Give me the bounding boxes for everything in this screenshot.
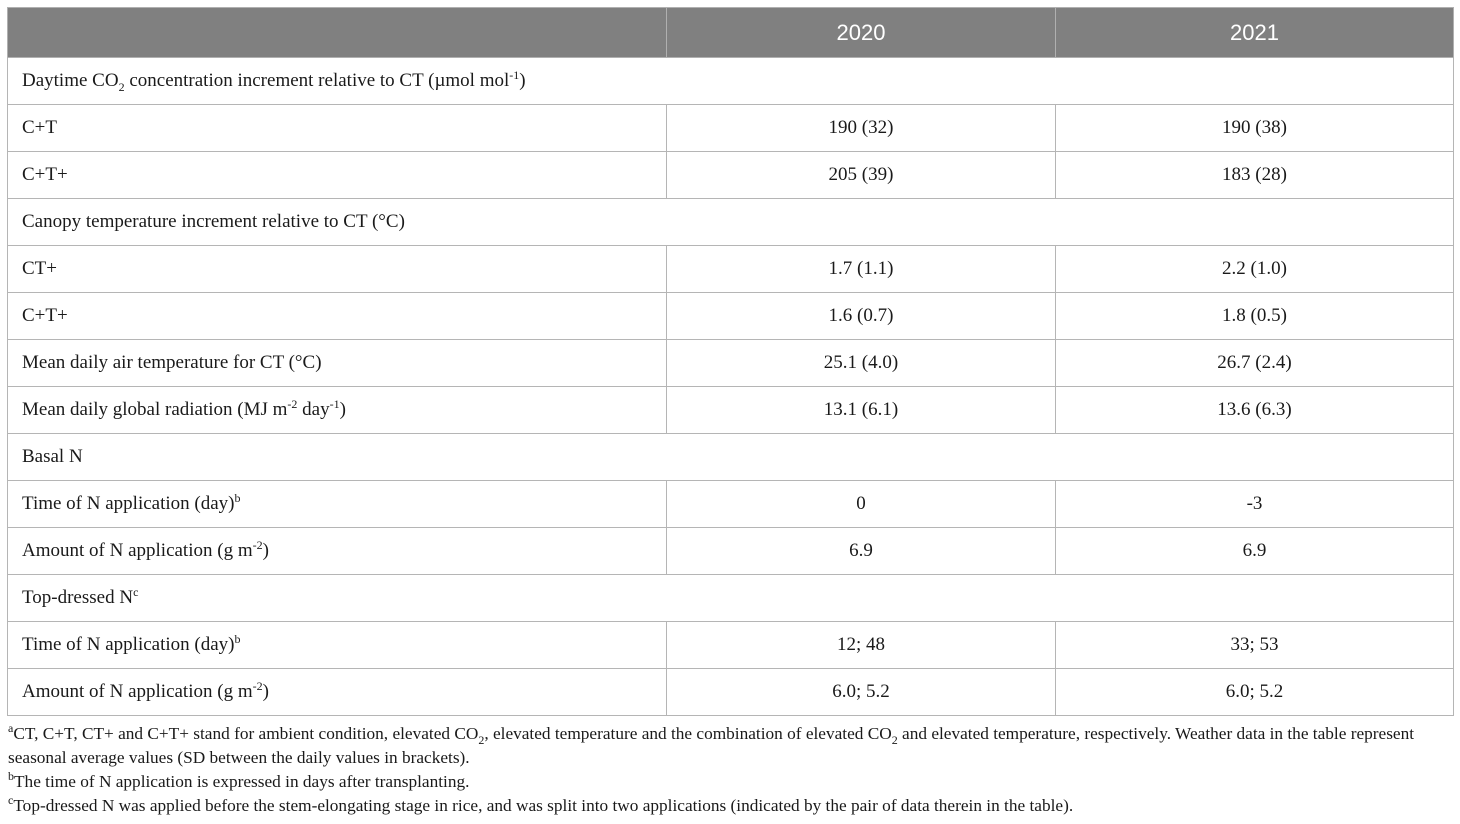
value-2020: 1.7 (1.1) <box>666 245 1056 293</box>
header-label-cell <box>7 7 667 58</box>
section-heading-top-dressed-n: Top-dressed Nc <box>7 574 1454 622</box>
value-2021: 183 (28) <box>1055 151 1454 199</box>
value-2021: 13.6 (6.3) <box>1055 386 1454 434</box>
footnote-b: bThe time of N application is expressed … <box>8 769 470 791</box>
table-row: Time of N application (day)b 0 -3 <box>7 480 1454 528</box>
value-2020: 190 (32) <box>666 104 1056 152</box>
header-year-2021: 2021 <box>1055 7 1454 58</box>
value-2021: 1.8 (0.5) <box>1055 292 1454 340</box>
section-heading-temperature: Canopy temperature increment relative to… <box>7 198 1454 246</box>
data-table-container: 2020 2021 Daytime CO2 concentration incr… <box>7 7 1454 716</box>
header-row: 2020 2021 <box>7 7 1454 58</box>
value-2021: 26.7 (2.4) <box>1055 339 1454 387</box>
table-row: CT+ 1.7 (1.1) 2.2 (1.0) <box>7 245 1454 293</box>
value-2021: -3 <box>1055 480 1454 528</box>
value-2021: 6.0; 5.2 <box>1055 668 1454 716</box>
row-label: CT+ <box>7 245 667 293</box>
header-year-2020: 2020 <box>666 7 1056 58</box>
table-row: C+T 190 (32) 190 (38) <box>7 104 1454 152</box>
row-label: Mean daily air temperature for CT (°C) <box>7 339 667 387</box>
row-label: Time of N application (day)b <box>7 621 667 669</box>
value-2020: 12; 48 <box>666 621 1056 669</box>
data-table: 2020 2021 Daytime CO2 concentration incr… <box>7 7 1454 716</box>
footnote-c: cTop-dressed N was applied before the st… <box>8 793 1074 815</box>
table-row: Mean daily global radiation (MJ m-2 day-… <box>7 386 1454 434</box>
section-heading-basal-n: Basal N <box>7 433 1454 481</box>
row-label: Amount of N application (g m-2) <box>7 527 667 575</box>
value-2021: 6.9 <box>1055 527 1454 575</box>
table-footnotes: aCT, C+T, CT+ and C+T+ stand for ambient… <box>8 722 1456 818</box>
value-2020: 6.0; 5.2 <box>666 668 1056 716</box>
row-label: Time of N application (day)b <box>7 480 667 528</box>
section-row-basal-n: Basal N <box>7 433 1454 481</box>
section-row-temperature: Canopy temperature increment relative to… <box>7 198 1454 246</box>
value-2020: 25.1 (4.0) <box>666 339 1056 387</box>
row-label: Amount of N application (g m-2) <box>7 668 667 716</box>
value-2020: 13.1 (6.1) <box>666 386 1056 434</box>
value-2021: 190 (38) <box>1055 104 1454 152</box>
value-2021: 33; 53 <box>1055 621 1454 669</box>
section-row-top-dressed-n: Top-dressed Nc <box>7 574 1454 622</box>
value-2020: 1.6 (0.7) <box>666 292 1056 340</box>
table-row: Amount of N application (g m-2) 6.0; 5.2… <box>7 668 1454 716</box>
row-label: C+T <box>7 104 667 152</box>
table-row: Mean daily air temperature for CT (°C) 2… <box>7 339 1454 387</box>
table-row: Time of N application (day)b 12; 48 33; … <box>7 621 1454 669</box>
section-row-co2: Daytime CO2 concentration increment rela… <box>7 57 1454 105</box>
value-2020: 0 <box>666 480 1056 528</box>
row-label: C+T+ <box>7 151 667 199</box>
table-row: C+T+ 205 (39) 183 (28) <box>7 151 1454 199</box>
section-heading-co2: Daytime CO2 concentration increment rela… <box>7 57 1454 105</box>
row-label: Mean daily global radiation (MJ m-2 day-… <box>7 386 667 434</box>
value-2020: 205 (39) <box>666 151 1056 199</box>
row-label: C+T+ <box>7 292 667 340</box>
footnote-a: aCT, C+T, CT+ and C+T+ stand for ambient… <box>8 721 1415 767</box>
table-row: Amount of N application (g m-2) 6.9 6.9 <box>7 527 1454 575</box>
value-2020: 6.9 <box>666 527 1056 575</box>
value-2021: 2.2 (1.0) <box>1055 245 1454 293</box>
table-row: C+T+ 1.6 (0.7) 1.8 (0.5) <box>7 292 1454 340</box>
